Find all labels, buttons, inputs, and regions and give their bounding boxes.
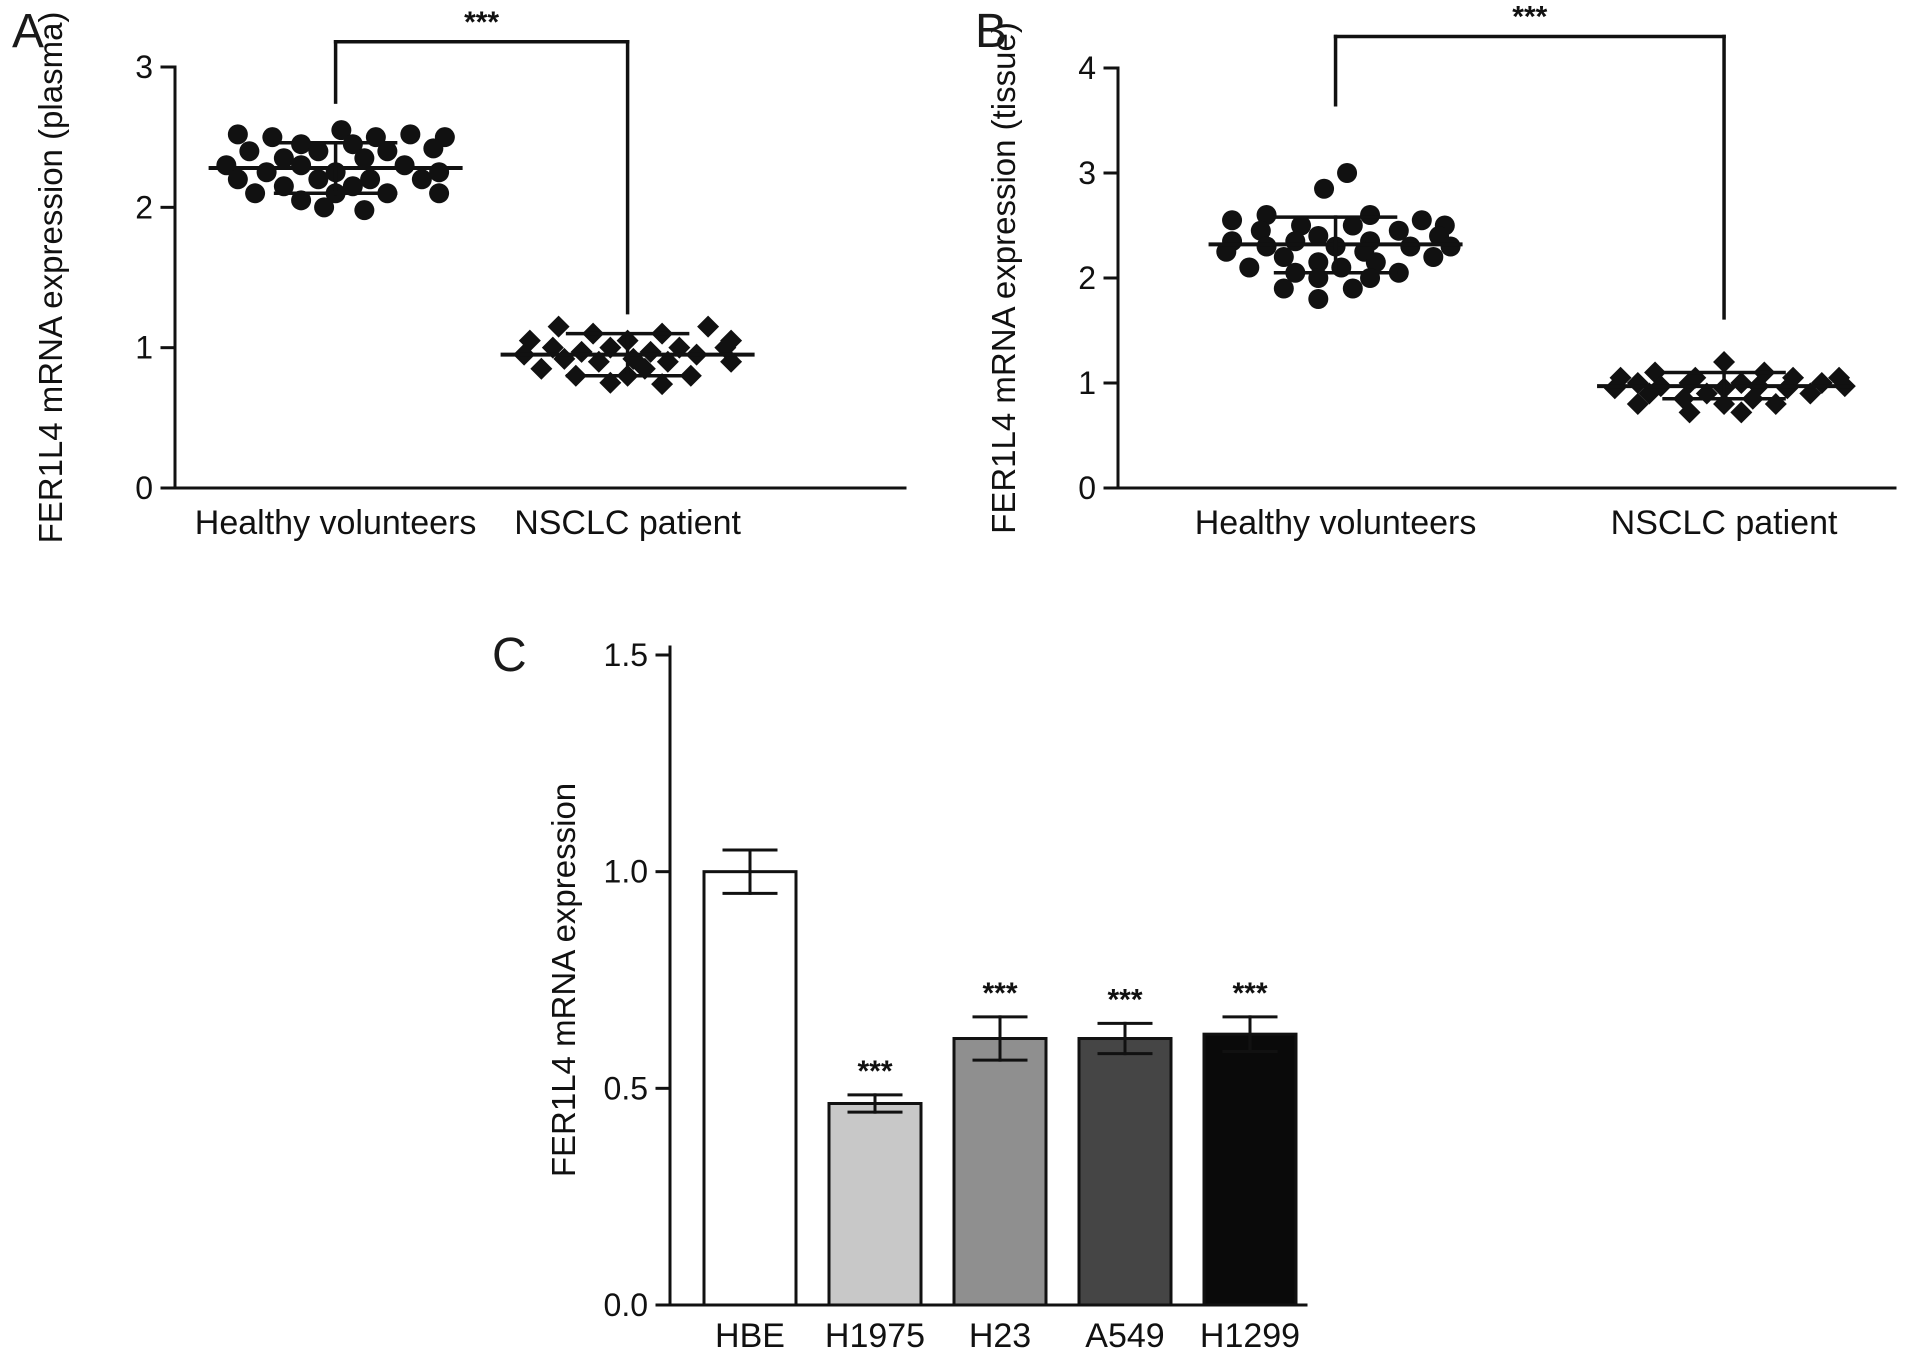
bar-H23: *** H23 xyxy=(952,977,1048,1355)
svg-text:1.5: 1.5 xyxy=(604,637,648,673)
svg-text:1: 1 xyxy=(1078,365,1096,401)
svg-text:0.0: 0.0 xyxy=(604,1287,648,1323)
svg-text:H1299: H1299 xyxy=(1200,1317,1300,1355)
x-category-label: NSCLC patient xyxy=(1611,504,1838,542)
panel-c-chart: 0.0 0.5 1.0 1.5 HBE *** H1975 *** H23 *** A549 *** H… xyxy=(545,637,1308,1355)
bar-HBE: HBE xyxy=(702,848,798,1355)
panel-a-label: A xyxy=(12,5,45,58)
x-category-label: NSCLC patient xyxy=(514,504,741,542)
svg-text:H1975: H1975 xyxy=(825,1317,925,1355)
svg-text:2: 2 xyxy=(1078,260,1096,296)
svg-text:***: *** xyxy=(1512,1,1547,34)
axes: 0 1 2 3 4 xyxy=(1078,50,1897,506)
svg-text:0: 0 xyxy=(135,470,153,506)
mean-error-bars xyxy=(500,331,755,378)
svg-text:NSCLC patient: NSCLC patient xyxy=(514,504,741,542)
svg-text:***: *** xyxy=(464,6,499,39)
svg-text:0: 0 xyxy=(1078,470,1096,506)
panel-b-chart: 0 1 2 3 4 Healthy volunteers NSCLC patient *** F… xyxy=(985,1,1897,542)
panel-a-chart: 0 1 2 3 Healthy volunteers NSCLC patient *** FE… xyxy=(32,6,907,544)
panel-c: C 0.0 0.5 1.0 1.5 HBE *** H1975 *** H23 *** A549 **… xyxy=(470,618,1480,1359)
svg-text:1: 1 xyxy=(135,330,153,366)
mean-error-bars xyxy=(1597,370,1852,401)
svg-text:NSCLC patient: NSCLC patient xyxy=(1611,504,1838,542)
y-axis-title: FER1L4 mRNA expression (tissue) xyxy=(985,22,1022,534)
svg-text:***: *** xyxy=(1232,977,1267,1010)
axes: 0 1 2 3 xyxy=(135,49,907,506)
axes: 0.0 0.5 1.0 1.5 xyxy=(604,637,1308,1323)
svg-text:3: 3 xyxy=(1078,155,1096,191)
panel-c-label: C xyxy=(492,629,527,682)
significance-bracket: *** xyxy=(1333,1,1726,320)
y-axis-title: FER1L4 mRNA expression (plasma) xyxy=(32,12,69,544)
svg-text:4: 4 xyxy=(1078,50,1096,86)
svg-text:1.0: 1.0 xyxy=(604,854,648,890)
svg-text:2: 2 xyxy=(135,189,153,225)
y-axis-title: FER1L4 mRNA expression xyxy=(545,783,582,1177)
svg-text:***: *** xyxy=(857,1055,892,1088)
svg-text:Healthy volunteers: Healthy volunteers xyxy=(1195,504,1477,542)
mean-error-bars xyxy=(208,141,463,196)
bar-H1975: *** H1975 xyxy=(825,1055,925,1355)
bar-H1299: *** H1299 xyxy=(1200,977,1300,1355)
bar-A549: *** A549 xyxy=(1077,983,1173,1355)
x-category-label: Healthy volunteers xyxy=(195,504,477,542)
scatter-points-healthy xyxy=(1216,163,1461,309)
panel-b: B 0 1 2 3 4 Healthy volunteers NSCLC patient **… xyxy=(960,0,1913,615)
panel-a: A 0 1 2 3 Healthy volunteers NSCLC patient ***… xyxy=(0,0,950,615)
panel-b-label: B xyxy=(975,5,1008,58)
svg-text:HBE: HBE xyxy=(715,1317,785,1355)
svg-text:***: *** xyxy=(982,977,1017,1010)
mean-error-bars xyxy=(1208,215,1463,275)
svg-text:***: *** xyxy=(1107,983,1142,1016)
svg-text:H23: H23 xyxy=(969,1317,1031,1355)
svg-text:0.5: 0.5 xyxy=(604,1070,648,1106)
x-category-label: Healthy volunteers xyxy=(1195,504,1477,542)
significance-bracket: *** xyxy=(333,6,630,315)
svg-text:Healthy volunteers: Healthy volunteers xyxy=(195,504,477,542)
svg-text:A549: A549 xyxy=(1085,1317,1164,1355)
svg-text:3: 3 xyxy=(135,49,153,85)
